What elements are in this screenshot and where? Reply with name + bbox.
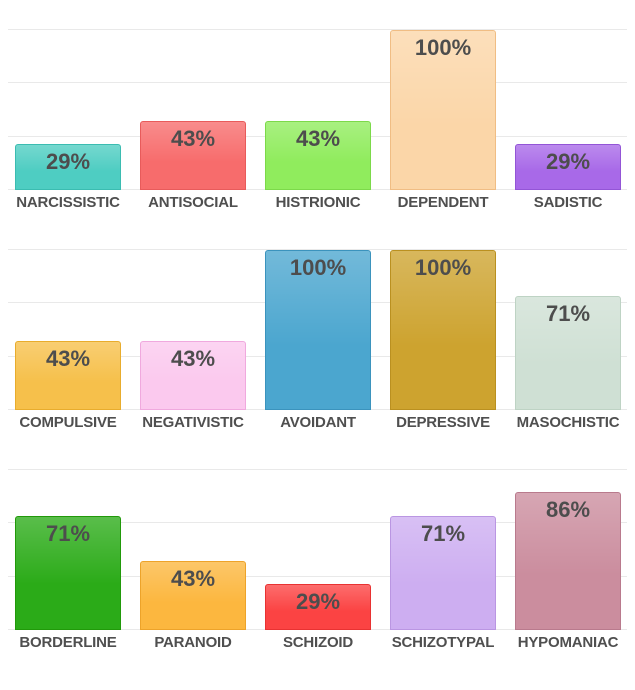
bars-group: 71% 43% 29% 71% 86% (0, 440, 635, 630)
bar-antisocial: 43% (140, 121, 246, 190)
label-slot: HYPOMANIAC (515, 634, 621, 660)
bar-negativistic: 43% (140, 341, 246, 410)
bar-dependent: 100% (390, 30, 496, 190)
label-slot: ANTISOCIAL (140, 194, 246, 220)
bar-value: 43% (170, 126, 216, 151)
bar-narcissistic: 29% (15, 144, 121, 190)
gridline (8, 469, 627, 470)
bar-value: 86% (545, 497, 591, 522)
label-slot: BORDERLINE (15, 634, 121, 660)
category-label-avoidant: AVOIDANT (280, 414, 356, 431)
bar-slot: 29% (15, 0, 121, 190)
category-label-sadistic: SADISTIC (533, 194, 603, 211)
plot-area: 43% 43% 100% 100% 71% (0, 220, 635, 410)
category-label-masochistic: MASOCHISTIC (516, 414, 620, 431)
category-label-paranoid: PARANOID (154, 634, 232, 651)
bars-group: 29% 43% 43% 100% 29% (0, 0, 635, 190)
category-label-histrionic: HISTRIONIC (275, 194, 361, 211)
label-slot: MASOCHISTIC (515, 414, 621, 440)
plot-area: 71% 43% 29% 71% 86% (0, 440, 635, 630)
bar-compulsive: 43% (15, 341, 121, 410)
label-slot: SCHIZOTYPAL (390, 634, 496, 660)
bar-slot: 43% (140, 0, 246, 190)
bar-value: 29% (45, 149, 91, 174)
category-label-dependent: DEPENDENT (397, 194, 489, 211)
gridline (8, 82, 627, 83)
bar-value: 71% (545, 301, 591, 326)
bar-value: 71% (45, 521, 91, 546)
bar-slot: 71% (15, 440, 121, 630)
chart-row-1: 29% 43% 43% 100% 29% NARCISSISTIC ANTISOCIAL HI… (0, 0, 635, 220)
chart-row-2: 43% 43% 100% 100% 71% COMPULSIVE NEGATIVISTIC A… (0, 220, 635, 440)
label-slot: SCHIZOID (265, 634, 371, 660)
label-slot: SADISTIC (515, 194, 621, 220)
bar-value: 29% (545, 149, 591, 174)
bar-slot: 100% (390, 220, 496, 410)
bar-value: 100% (414, 255, 472, 280)
bar-value: 43% (295, 126, 341, 151)
gridline (8, 249, 627, 250)
bar-slot: 100% (390, 0, 496, 190)
chart-row-3: 71% 43% 29% 71% 86% BORDERLINE PARANOID SCHIZOI… (0, 440, 635, 660)
category-labels: COMPULSIVE NEGATIVISTIC AVOIDANT DEPRESSIVE… (0, 410, 635, 440)
bar-histrionic: 43% (265, 121, 371, 190)
bar-value: 43% (45, 346, 91, 371)
bar-masochistic: 71% (515, 296, 621, 410)
bar-value: 43% (170, 346, 216, 371)
bar-borderline: 71% (15, 516, 121, 630)
bar-value: 29% (295, 589, 341, 614)
category-label-schizotypal: SCHIZOTYPAL (391, 634, 495, 651)
bar-schizotypal: 71% (390, 516, 496, 630)
bar-slot: 29% (265, 440, 371, 630)
label-slot: PARANOID (140, 634, 246, 660)
category-label-negativistic: NEGATIVISTIC (142, 414, 244, 431)
label-slot: NARCISSISTIC (15, 194, 121, 220)
category-label-schizoid: SCHIZOID (282, 634, 354, 651)
bar-slot: 29% (515, 0, 621, 190)
category-label-antisocial: ANTISOCIAL (148, 194, 238, 211)
bar-avoidant: 100% (265, 250, 371, 410)
bar-slot: 43% (140, 440, 246, 630)
label-slot: DEPRESSIVE (390, 414, 496, 440)
label-slot: HISTRIONIC (265, 194, 371, 220)
bar-slot: 71% (390, 440, 496, 630)
label-slot: DEPENDENT (390, 194, 496, 220)
bar-hypomaniac: 86% (515, 492, 621, 630)
gridline (8, 29, 627, 30)
gridline (8, 522, 627, 523)
bar-slot: 71% (515, 220, 621, 410)
bars-group: 43% 43% 100% 100% 71% (0, 220, 635, 410)
category-labels: BORDERLINE PARANOID SCHIZOID SCHIZOTYPAL HYP… (0, 630, 635, 660)
label-slot: AVOIDANT (265, 414, 371, 440)
bar-slot: 100% (265, 220, 371, 410)
label-slot: COMPULSIVE (15, 414, 121, 440)
bar-schizoid: 29% (265, 584, 371, 630)
label-slot: NEGATIVISTIC (140, 414, 246, 440)
category-label-narcissistic: NARCISSISTIC (16, 194, 120, 211)
category-labels: NARCISSISTIC ANTISOCIAL HISTRIONIC DEPENDEN… (0, 190, 635, 220)
category-label-borderline: BORDERLINE (19, 634, 117, 651)
category-label-compulsive: COMPULSIVE (19, 414, 117, 431)
bar-value: 43% (170, 566, 216, 591)
bar-value: 100% (289, 255, 347, 280)
bar-value: 100% (414, 35, 472, 60)
category-label-hypomaniac: HYPOMANIAC (517, 634, 619, 651)
gridline (8, 576, 627, 577)
bar-slot: 86% (515, 440, 621, 630)
bar-value: 71% (420, 521, 466, 546)
bar-sadistic: 29% (515, 144, 621, 190)
plot-area: 29% 43% 43% 100% 29% (0, 0, 635, 190)
bar-slot: 43% (140, 220, 246, 410)
bar-depressive: 100% (390, 250, 496, 410)
category-label-depressive: DEPRESSIVE (396, 414, 490, 431)
bar-slot: 43% (15, 220, 121, 410)
bar-slot: 43% (265, 0, 371, 190)
bar-paranoid: 43% (140, 561, 246, 630)
